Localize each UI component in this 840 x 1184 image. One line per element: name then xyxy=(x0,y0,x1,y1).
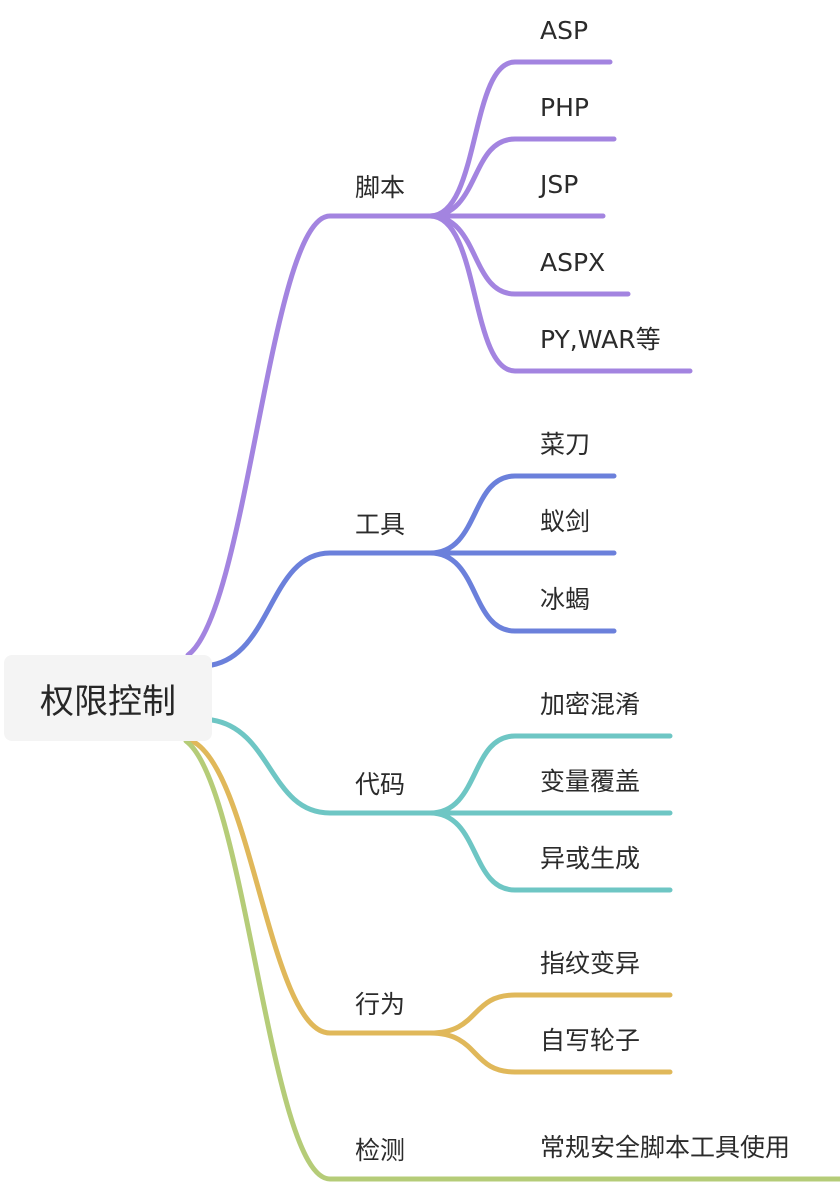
child-connector xyxy=(427,550,617,634)
child-node[interactable]: ASPX xyxy=(540,248,606,277)
child-connector xyxy=(427,59,613,219)
branch-connector xyxy=(209,550,443,668)
branch-node[interactable]: 工具 xyxy=(355,510,406,539)
child-node[interactable]: PHP xyxy=(540,93,589,122)
child-connector xyxy=(427,213,631,297)
branch-connector xyxy=(183,738,443,1182)
child-connector xyxy=(427,992,673,1036)
child-node[interactable]: 自写轮子 xyxy=(540,1026,641,1055)
child-connector xyxy=(427,213,693,374)
child-node[interactable]: 变量覆盖 xyxy=(540,767,641,796)
child-node[interactable]: 异或生成 xyxy=(540,844,641,873)
child-connector xyxy=(427,810,673,893)
branch-node[interactable]: 行为 xyxy=(355,990,406,1019)
branch-connector xyxy=(185,213,443,658)
branch-node[interactable]: 脚本 xyxy=(355,173,406,202)
child-node[interactable]: ASP xyxy=(540,16,589,45)
child-node[interactable]: 蚁剑 xyxy=(540,507,591,536)
branch-node[interactable]: 代码 xyxy=(355,770,406,799)
child-connector xyxy=(427,473,617,556)
child-connector xyxy=(427,733,673,816)
branch-connector xyxy=(189,738,443,1036)
branch-connector xyxy=(209,717,443,816)
child-node[interactable]: 指纹变异 xyxy=(540,949,641,978)
child-node[interactable]: 常规安全脚本工具使用 xyxy=(540,1133,791,1162)
child-connector xyxy=(427,136,617,219)
child-node[interactable]: JSP xyxy=(540,170,579,199)
branch-node[interactable]: 检测 xyxy=(355,1136,406,1165)
child-node[interactable]: PY,WAR等 xyxy=(540,325,661,354)
child-node[interactable]: 加密混淆 xyxy=(540,690,641,719)
root-node[interactable]: 权限控制 xyxy=(4,655,212,741)
child-connector xyxy=(427,1030,673,1075)
child-node[interactable]: 菜刀 xyxy=(540,430,591,459)
child-node[interactable]: 冰蝎 xyxy=(540,585,591,614)
